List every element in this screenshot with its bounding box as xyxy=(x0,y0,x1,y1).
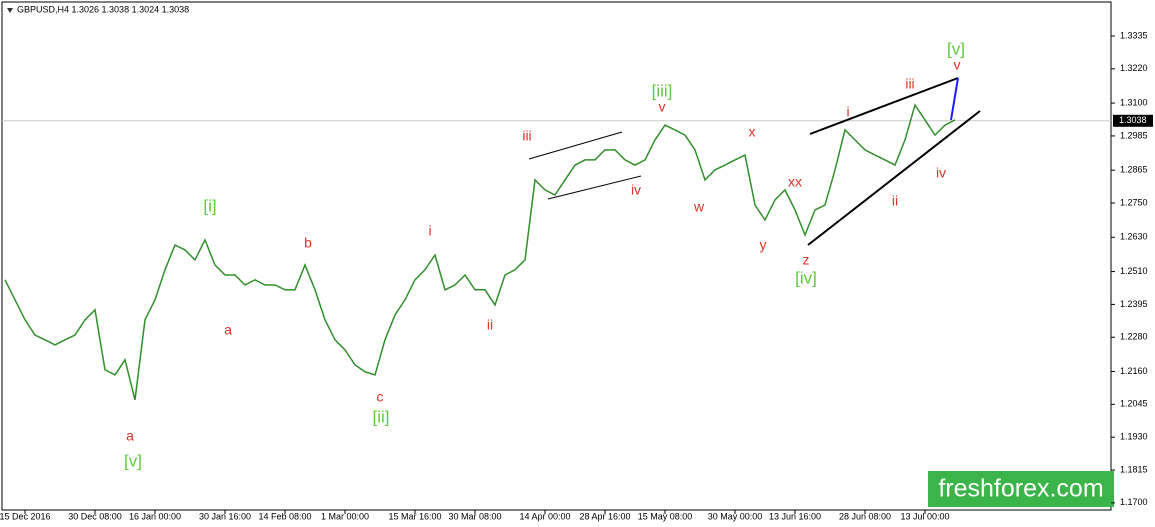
plot-area xyxy=(1,1,1112,511)
price-tag-label: 1.3038 xyxy=(1119,115,1147,125)
wedge-line xyxy=(807,110,981,246)
wave-label: ii xyxy=(487,317,493,333)
wave-label: [ii] xyxy=(373,407,390,426)
wave-label: iii xyxy=(522,128,531,144)
projection-line xyxy=(950,77,959,121)
y-tick-label: 1.3220 xyxy=(1120,63,1148,73)
y-tick-label: 1.2160 xyxy=(1120,366,1148,376)
wave-label: [iv] xyxy=(795,268,817,287)
x-tick-label: 14 Apr 00:00 xyxy=(519,511,570,521)
wave-label: i xyxy=(846,104,849,120)
watermark: freshforex.com xyxy=(938,475,1103,503)
x-tick-label: 15 May 08:00 xyxy=(638,511,693,521)
y-tick-label: 1.1815 xyxy=(1120,464,1148,474)
x-tick-label: 14 Feb 08:00 xyxy=(258,511,311,521)
x-tick-label: 30 Jan 16:00 xyxy=(199,511,251,521)
y-tick-label: 1.1930 xyxy=(1120,432,1148,442)
symbol-icon xyxy=(7,8,13,13)
watermark-box xyxy=(928,471,1114,507)
chart-title: GBPUSD,H4 1.3026 1.3038 1.3024 1.3038 xyxy=(17,4,189,14)
y-tick-label: 1.2750 xyxy=(1120,197,1148,207)
wave-label: v xyxy=(659,99,666,115)
y-tick-label: 1.1700 xyxy=(1120,497,1148,507)
wave-label: c xyxy=(377,389,384,405)
y-tick-label: 1.2985 xyxy=(1120,130,1148,140)
wave-label: [v] xyxy=(124,451,142,470)
wave-label: x xyxy=(749,124,756,140)
wave-label: z xyxy=(803,252,810,268)
price-line-series xyxy=(4,103,956,400)
x-tick-label: 28 Apr 16:00 xyxy=(579,511,630,521)
x-tick-label: 30 Mar 08:00 xyxy=(448,511,501,521)
wave-label: [v] xyxy=(947,39,965,58)
wave-label: i xyxy=(428,223,431,239)
channel-line xyxy=(547,175,642,200)
wave-label: [i] xyxy=(203,196,216,215)
price-tag xyxy=(1113,114,1153,127)
y-tick-label: 1.2280 xyxy=(1120,332,1148,342)
y-tick-label: 1.2510 xyxy=(1120,266,1148,276)
wave-label: xx xyxy=(788,174,802,190)
x-tick-label: 15 Dec 2016 xyxy=(0,511,51,521)
channel-line xyxy=(528,131,623,160)
x-tick-label: 30 Dec 08:00 xyxy=(68,511,122,521)
wave-label: y xyxy=(760,237,767,253)
wave-label: b xyxy=(304,235,312,251)
wave-label: ii xyxy=(892,193,898,209)
x-tick-label: 30 May 00:00 xyxy=(708,511,763,521)
wave-label: iv xyxy=(631,182,641,198)
wave-label: a xyxy=(126,428,134,444)
x-tick-label: 13 Jun 16:00 xyxy=(769,511,821,521)
x-tick-label: 28 Jun 08:00 xyxy=(839,511,891,521)
wave-label: iii xyxy=(905,76,914,92)
wedge-line xyxy=(809,77,959,135)
y-tick-label: 1.3100 xyxy=(1120,97,1148,107)
wave-label: v xyxy=(954,57,961,73)
y-tick-label: 1.2630 xyxy=(1120,232,1148,242)
y-tick-label: 1.2865 xyxy=(1120,165,1148,175)
x-tick-label: 1 Mar 00:00 xyxy=(321,511,369,521)
wave-label: a xyxy=(224,322,232,338)
y-tick-label: 1.2395 xyxy=(1120,299,1148,309)
y-tick-label: 1.3335 xyxy=(1120,30,1148,40)
wave-label: iv xyxy=(936,165,946,181)
y-tick-label: 1.2045 xyxy=(1120,399,1148,409)
x-tick-label: 15 Mar 16:00 xyxy=(388,511,441,521)
wave-label: w xyxy=(693,199,705,215)
x-tick-label: 13 Jul 00:00 xyxy=(900,511,949,521)
wave-label: [iii] xyxy=(652,81,673,100)
x-tick-label: 16 Jan 00:00 xyxy=(129,511,181,521)
